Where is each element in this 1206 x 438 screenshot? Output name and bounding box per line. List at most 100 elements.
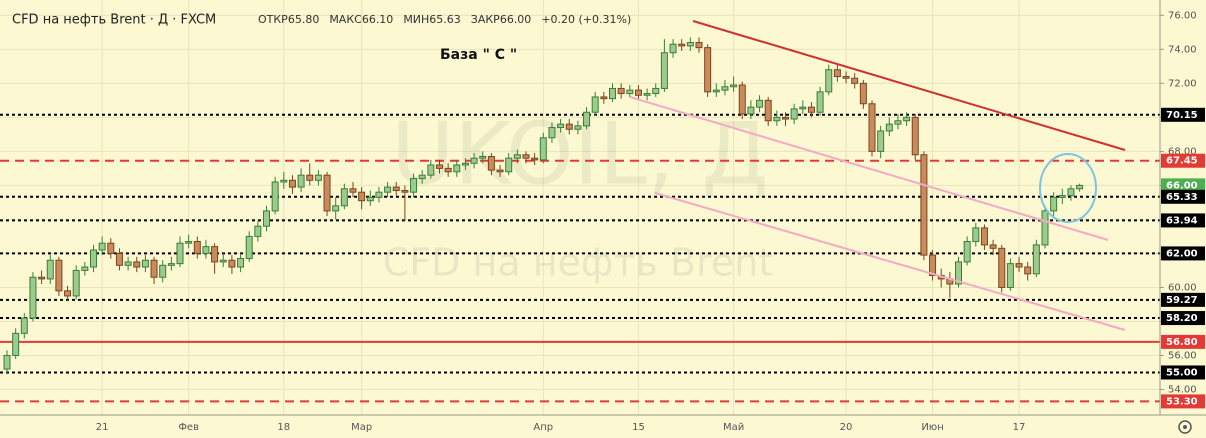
candle-body	[591, 96, 599, 113]
candle-body	[297, 174, 305, 188]
candle-body	[643, 93, 651, 96]
chart-title: CFD на нефть Brent · Д · FXCM	[12, 13, 216, 28]
candle-body	[911, 116, 919, 156]
candle-body	[288, 179, 296, 188]
candle-body	[963, 241, 971, 263]
candle-body	[903, 116, 911, 122]
candle-body	[738, 84, 746, 115]
candle-body	[989, 244, 997, 249]
candle-body	[323, 174, 331, 212]
candle-body	[894, 120, 902, 125]
candle-body	[176, 242, 184, 265]
stat: МАКС66.10	[329, 13, 393, 26]
candle-body	[228, 259, 236, 268]
candle-body	[133, 261, 141, 268]
candle-body	[1076, 184, 1084, 190]
candle-body	[263, 210, 270, 227]
candle-body	[38, 276, 46, 280]
candle-body	[193, 241, 201, 254]
candle-body	[565, 123, 573, 130]
grid	[0, 0, 1160, 415]
candle-body	[851, 77, 859, 84]
candle-body	[46, 259, 54, 280]
candle-body	[314, 174, 322, 181]
candle-body	[167, 263, 175, 266]
candle-body	[392, 186, 400, 191]
candle-body	[513, 154, 521, 159]
candle-body	[583, 111, 591, 127]
x-tick-label: Фев	[178, 422, 199, 433]
candle-body	[686, 42, 694, 47]
level-tag	[1161, 334, 1205, 349]
candle-body	[211, 246, 219, 263]
candle-body	[98, 242, 106, 251]
channel-line	[654, 192, 1126, 331]
candle-body	[358, 191, 366, 202]
candle-body	[20, 317, 28, 334]
candle-body	[3, 354, 11, 370]
candle-body	[280, 179, 288, 183]
stat: +0.20 (+0.31%)	[541, 13, 631, 26]
watermark-name: CFD на нефть Brent	[383, 241, 773, 285]
candle-body	[842, 76, 850, 79]
candle-body	[1024, 266, 1032, 275]
candle-body	[496, 169, 504, 173]
highlight-ellipse	[1039, 153, 1097, 223]
stat: ОТКР65.80	[258, 13, 319, 26]
stats: ОТКР65.80 МАКС66.10 МИН65.63 ЗАКР66.00 +0.20…	[258, 13, 631, 26]
candle-body	[55, 259, 63, 292]
x-tick-label: Мар	[351, 422, 372, 433]
level-tag-label: 56.80	[1166, 337, 1198, 348]
candle-body	[980, 227, 988, 246]
settings-icon[interactable]	[1178, 420, 1192, 434]
level-tag-label: 65.33	[1166, 192, 1198, 203]
candle-body	[807, 106, 815, 113]
candle-body	[773, 116, 781, 122]
y-tick-label: 76.00	[1168, 10, 1197, 21]
candle-body	[444, 167, 452, 173]
candle-body	[721, 86, 729, 91]
candle-body	[833, 69, 841, 78]
candle-body	[141, 259, 149, 268]
level-tag-label: 66.00	[1166, 180, 1198, 191]
candle-body	[799, 106, 807, 110]
watermark-symbol: UKOIL, Д	[391, 104, 768, 204]
candle-body	[306, 174, 314, 181]
candle-body	[920, 154, 928, 256]
candle-body	[436, 164, 443, 169]
level-tag-label: 55.00	[1166, 367, 1198, 378]
channel-line	[629, 96, 1109, 241]
candle-body	[712, 89, 720, 93]
candle-body	[90, 249, 97, 268]
candle-body	[617, 87, 625, 95]
candle-body	[1050, 196, 1058, 212]
candle-body	[427, 164, 435, 176]
candle-body	[955, 261, 962, 285]
y-tick-label: 72.00	[1168, 78, 1197, 89]
y-tick-label: 68.00	[1168, 146, 1197, 157]
x-tick-label: 15	[632, 422, 645, 433]
candle-body	[107, 242, 115, 254]
candle-body	[600, 96, 608, 100]
candle-body	[72, 269, 80, 297]
axes: 54.0056.0058.0060.0062.0064.0066.0068.00…	[96, 10, 1205, 433]
candle-body	[202, 246, 210, 254]
y-tick-label: 54.00	[1168, 384, 1197, 395]
candle-body	[885, 123, 893, 132]
candle-body	[453, 164, 461, 173]
trend-line	[692, 20, 1126, 151]
level-tag-label: 63.94	[1166, 215, 1198, 226]
candle-body	[401, 189, 409, 193]
candle-body	[877, 130, 885, 152]
candle-body	[652, 87, 660, 95]
candle-body	[539, 137, 547, 161]
level-tag	[1161, 246, 1205, 261]
candle-body	[340, 188, 348, 207]
level-tag	[1161, 311, 1205, 326]
candle-body	[972, 227, 980, 243]
level-tag-label: 58.20	[1166, 313, 1198, 324]
candle-body	[150, 259, 158, 278]
candle-body	[1058, 195, 1066, 198]
stat: МИН65.63	[403, 13, 460, 26]
level-tag	[1161, 107, 1205, 122]
